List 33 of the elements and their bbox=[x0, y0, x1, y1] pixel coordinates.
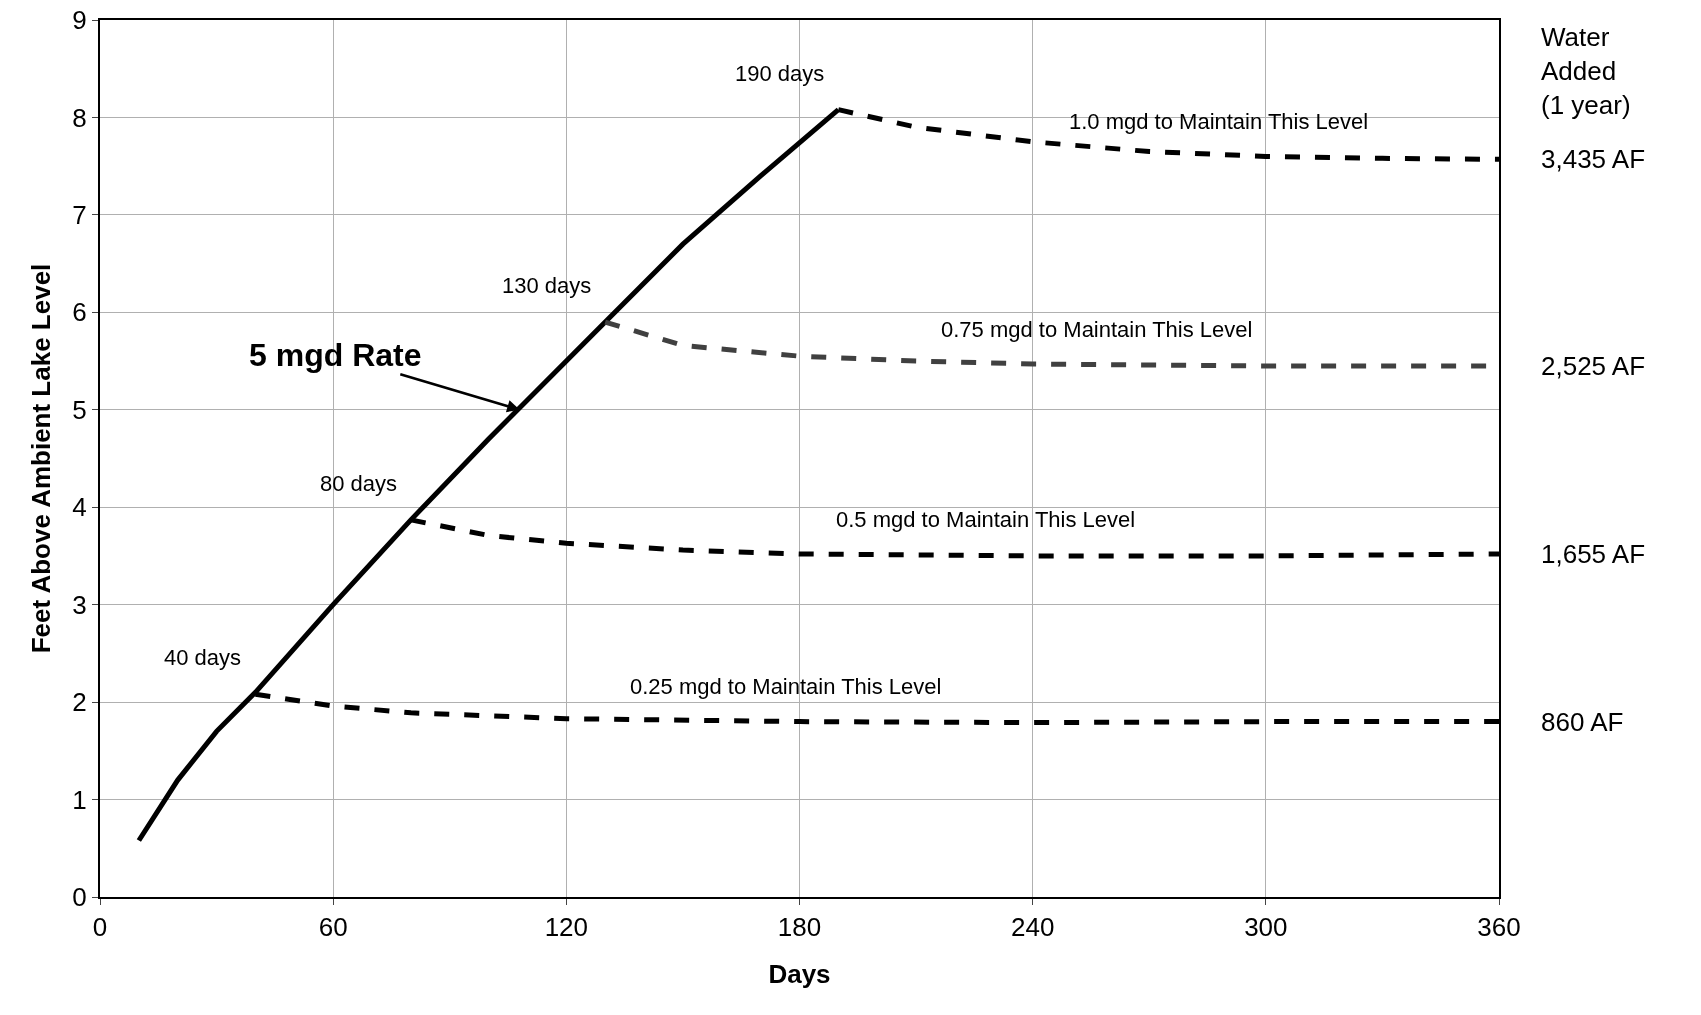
annotation: 1,655 AF bbox=[1541, 539, 1646, 569]
y-tick-label: 9 bbox=[72, 5, 87, 36]
y-tick-label: 3 bbox=[72, 589, 87, 620]
y-tick-label: 5 bbox=[72, 394, 87, 425]
y-tick-label: 2 bbox=[72, 687, 87, 718]
x-tick-label: 120 bbox=[544, 912, 589, 943]
x-tick-label: 180 bbox=[777, 912, 822, 943]
annotation: 190 days bbox=[735, 61, 825, 86]
annotation: 1.0 mgd to Maintain This Level bbox=[1069, 109, 1369, 134]
annotation: 3,435 AF bbox=[1541, 144, 1646, 174]
y-tick-label: 8 bbox=[72, 102, 87, 133]
x-tick-label: 300 bbox=[1244, 912, 1288, 943]
annotation: 860 AF bbox=[1541, 707, 1624, 737]
annotation: 130 days bbox=[502, 273, 592, 298]
y-tick-label: 1 bbox=[72, 784, 87, 815]
x-tick-label: 0 bbox=[92, 912, 108, 943]
annotation: 5 mgd Rate bbox=[249, 337, 422, 373]
y-tick-label: 7 bbox=[72, 199, 87, 230]
y-tick-label: 6 bbox=[72, 297, 87, 328]
annotation: 0.25 mgd to Maintain This Level bbox=[630, 674, 942, 699]
x-tick-label: 240 bbox=[1010, 912, 1055, 943]
x-axis-title: Days bbox=[768, 959, 831, 990]
y-tick-label: 4 bbox=[72, 492, 87, 523]
annotation: 0.5 mgd to Maintain This Level bbox=[836, 507, 1136, 532]
annotation: 80 days bbox=[320, 471, 398, 496]
annotation: 0.75 mgd to Maintain This Level bbox=[941, 317, 1253, 342]
annotation: 2,525 AF bbox=[1541, 351, 1646, 381]
annotation: 40 days bbox=[164, 645, 242, 670]
y-axis-title: Feet Above Ambient Lake Level bbox=[26, 263, 57, 654]
text: Water Added (1 year) bbox=[1541, 22, 1631, 120]
x-tick-label: 60 bbox=[318, 912, 348, 943]
y-tick-label: 0 bbox=[72, 882, 87, 913]
x-tick-label: 360 bbox=[1477, 912, 1521, 943]
